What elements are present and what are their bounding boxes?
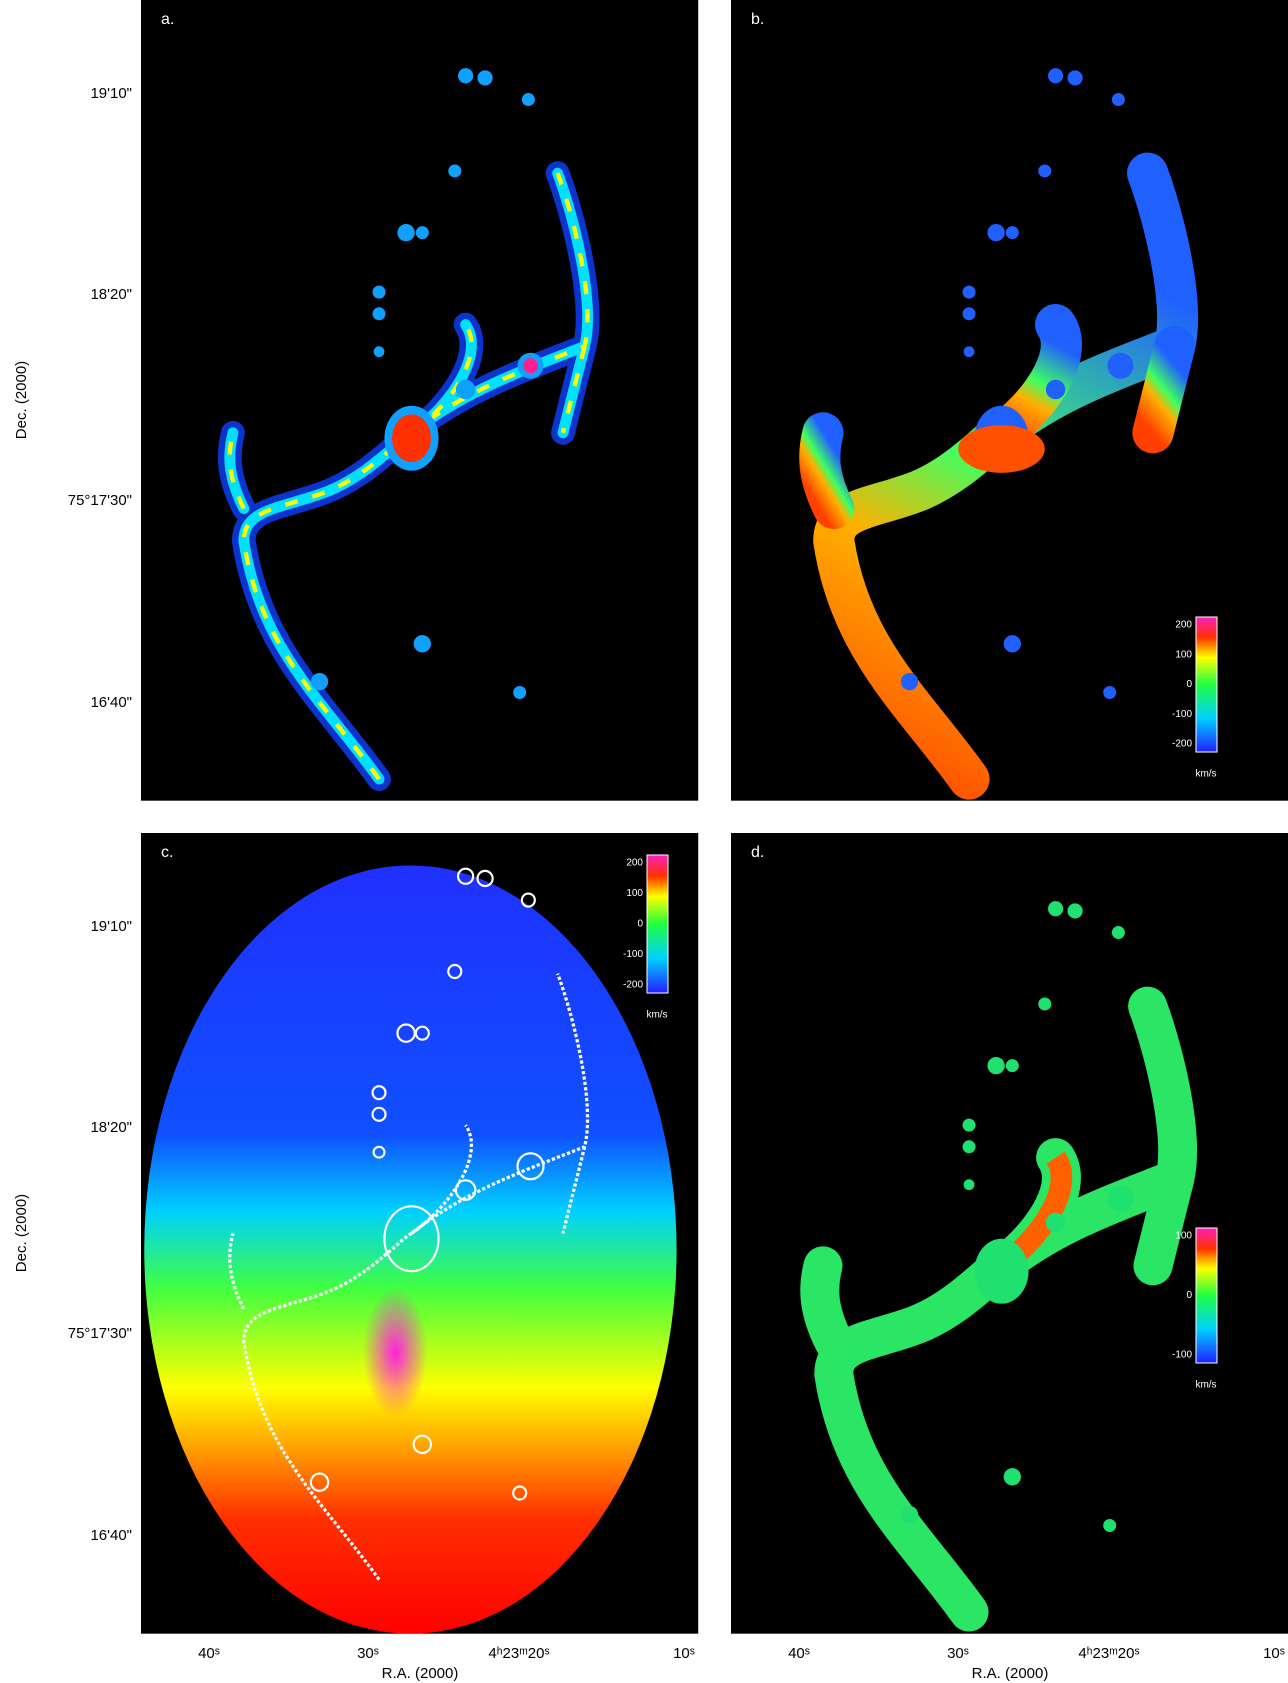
colorbar-unit: km/s — [1195, 769, 1216, 780]
y-tick-label: 18'20" — [90, 286, 132, 303]
colorbar-tick-label: -200 — [623, 980, 643, 991]
labels: a. b. c. d. 19'10" 18'20" 75°17'30" 16'40" Dec. … — [13, 11, 1285, 1682]
colorbar-tick-label: 0 — [1186, 1290, 1192, 1301]
x-axis-label: R.A. (2000) — [972, 1665, 1049, 1682]
colorbar — [1195, 1227, 1218, 1364]
x-tick-label: 10ˢ — [1263, 1645, 1285, 1662]
panel-d — [731, 833, 1288, 1634]
x-tick-label: 40ˢ — [198, 1645, 220, 1662]
x-tick-label: 30ˢ — [357, 1645, 379, 1662]
panel-b — [731, 0, 1288, 801]
panel-label: a. — [161, 11, 174, 28]
colorbar-tick-label: -100 — [623, 949, 643, 960]
y-tick-label: 19'10" — [90, 85, 132, 102]
colorbar-unit: km/s — [646, 1010, 667, 1021]
colorbar-tick-label: 200 — [626, 858, 643, 869]
colorbar-tick-label: 100 — [1175, 1231, 1192, 1242]
x-tick-label: 40ˢ — [788, 1645, 810, 1662]
panel-label: b. — [751, 11, 764, 28]
x-axis-label: R.A. (2000) — [382, 1665, 459, 1682]
y-tick-label: 18'20" — [90, 1119, 132, 1136]
panel-a — [141, 0, 699, 801]
colorbar-tick-label: -200 — [1172, 739, 1192, 750]
y-tick-label: 75°17'30" — [68, 1325, 132, 1342]
y-axis-label: Dec. (2000) — [13, 361, 30, 439]
y-axis-label: Dec. (2000) — [13, 1194, 30, 1272]
colorbar-tick-label: 200 — [1175, 620, 1192, 631]
panel-label: d. — [751, 844, 764, 861]
x-tick-label: 4ʰ23ᵐ20ˢ — [1078, 1645, 1139, 1662]
panels — [141, 0, 1288, 1634]
y-tick-label: 19'10" — [90, 918, 132, 935]
x-tick-label: 4ʰ23ᵐ20ˢ — [488, 1645, 549, 1662]
x-tick-label: 30ˢ — [947, 1645, 969, 1662]
y-tick-label: 16'40" — [90, 694, 132, 711]
colorbar-tick-label: 0 — [1186, 679, 1192, 690]
panel-label: c. — [161, 844, 173, 861]
y-tick-label: 16'40" — [90, 1527, 132, 1544]
colorbar-unit: km/s — [1195, 1380, 1216, 1391]
colorbar-tick-label: -100 — [1172, 709, 1192, 720]
panel-c — [141, 833, 699, 1634]
colorbar-tick-label: -100 — [1172, 1350, 1192, 1361]
colorbar — [646, 854, 669, 994]
colorbar-tick-label: 0 — [637, 919, 643, 930]
colorbar-tick-label: 100 — [626, 888, 643, 899]
colorbar — [1195, 616, 1218, 753]
x-tick-label: 10ˢ — [673, 1645, 695, 1662]
colorbar-tick-label: 100 — [1175, 649, 1192, 660]
y-tick-label: 75°17'30" — [68, 492, 132, 509]
